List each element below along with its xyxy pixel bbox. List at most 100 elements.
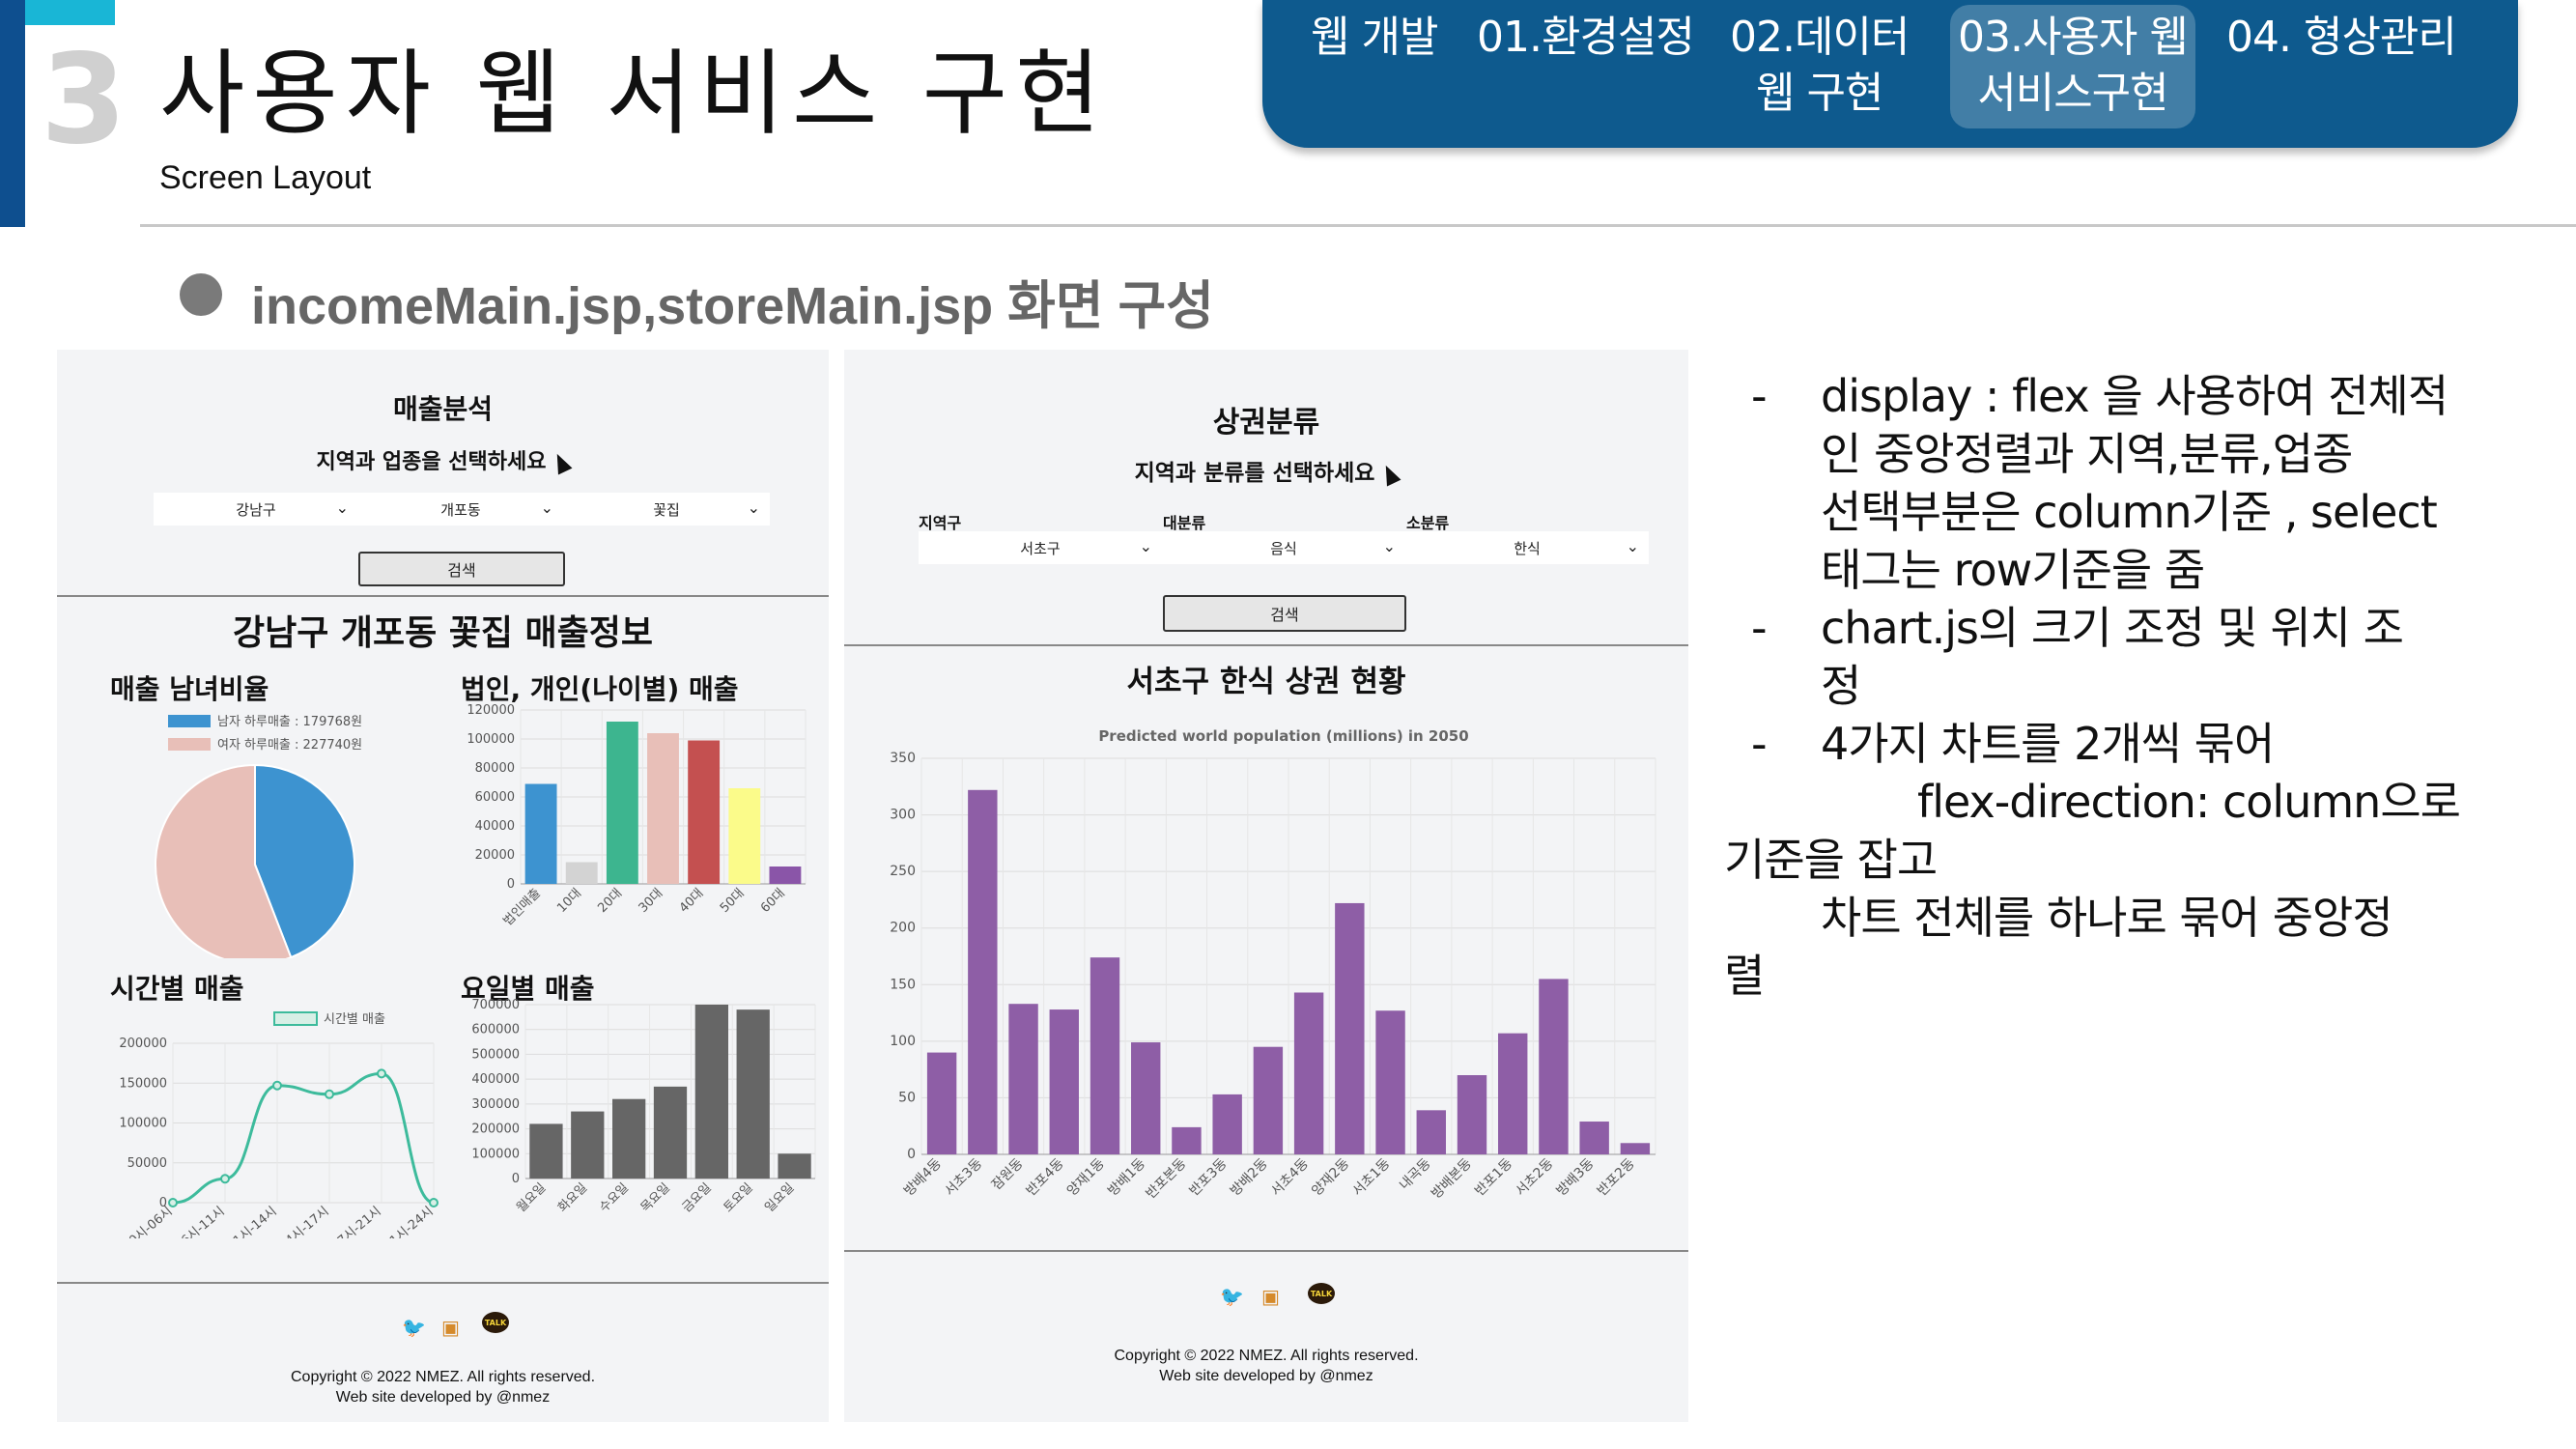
bar — [606, 722, 638, 884]
y-tick-label: 250 — [890, 864, 916, 879]
y-tick-label: 100000 — [471, 1147, 520, 1161]
desc-line: flex-direction: column으로 — [1917, 776, 2461, 828]
legend-swatch — [273, 1011, 318, 1026]
divider — [844, 644, 1688, 646]
y-tick-label: 0 — [512, 1172, 520, 1186]
x-tick-label: 17시-21시 — [329, 1205, 384, 1238]
divider — [57, 1282, 829, 1284]
y-tick-label: 350 — [890, 751, 916, 766]
nav-item-label: 웹 개발 — [1311, 13, 1438, 62]
bar — [926, 1052, 957, 1154]
y-tick-label: 300000 — [471, 1097, 520, 1112]
y-tick-label: 50000 — [127, 1156, 167, 1171]
nav-item-data-web[interactable]: 02.데이터 웹 구현 — [1730, 10, 1910, 122]
desc-dash: - — [1751, 718, 1768, 770]
region-select[interactable]: 서초구 ⌄ — [919, 531, 1162, 564]
bar — [1131, 1042, 1161, 1154]
legend-label: 여자 하루매출 : 227740원 — [217, 738, 362, 753]
y-tick-label: 200 — [890, 921, 916, 936]
desc-line: 정 — [1821, 660, 1861, 712]
business-select-value: 꽃집 — [653, 500, 680, 519]
chevron-down-icon: ⌄ — [1626, 537, 1639, 555]
major-category-select[interactable]: 음식 ⌄ — [1162, 531, 1405, 564]
x-tick-label: 50대 — [718, 886, 748, 916]
y-tick-label: 120000 — [467, 703, 515, 718]
kakaotalk-icon[interactable]: TALK — [482, 1312, 509, 1333]
x-tick-label: 잠원동 — [989, 1155, 1027, 1193]
filter-label-minor: 소분류 — [1406, 514, 1450, 532]
bar — [653, 1086, 688, 1179]
bar — [688, 740, 721, 884]
chart-title-weekday: 요일별 매출 — [461, 973, 595, 1005]
twitter-icon[interactable]: 🐦 — [1220, 1285, 1244, 1308]
left-accent-bar — [0, 0, 25, 227]
nav-item-version-control[interactable]: 04. 형상관리 — [2226, 10, 2457, 66]
business-select[interactable]: 꽃집 ⌄ — [563, 493, 770, 526]
y-tick-label: 150000 — [119, 1076, 167, 1091]
desc-line: 인 중앙정렬과 지역,분류,업종 — [1821, 428, 2353, 480]
search-button[interactable]: 검색 — [358, 552, 565, 586]
nav-item-user-web-active[interactable]: 03.사용자 웹 서비스구현 — [1950, 5, 2195, 128]
desc-line: 렬 — [1724, 950, 1765, 1002]
bar — [529, 1123, 563, 1179]
desc-line: 선택부분은 column기준 , select — [1821, 486, 2438, 538]
y-tick-label: 100000 — [119, 1117, 167, 1131]
series-line — [172, 1071, 435, 1205]
x-tick-label: 반포본동 — [1144, 1155, 1190, 1202]
store-prompt: 지역과 분류를 선택하세요 — [844, 454, 1688, 487]
x-tick-label: 서초4동 — [1268, 1155, 1312, 1199]
legend-swatch — [168, 715, 211, 727]
y-tick-label: 0 — [907, 1147, 916, 1162]
bar — [1253, 1046, 1284, 1154]
nav-item-env-setup[interactable]: 01.환경설정 — [1477, 10, 1695, 66]
data-point — [429, 1198, 439, 1208]
time-line-chart: 시간별 매출 0 50000 100000 150000 200000 00시-06시06시… — [119, 1011, 439, 1238]
slide-subtitle: Screen Layout — [159, 159, 372, 196]
desc-dash: - — [1751, 370, 1768, 422]
x-tick-label: 20대 — [595, 886, 625, 916]
kakaotalk-icon[interactable]: TALK — [1308, 1283, 1335, 1304]
bar — [778, 1153, 811, 1179]
footer-developer: Web site developed by @nmez — [335, 1389, 551, 1406]
minor-category-value: 한식 — [1514, 539, 1541, 557]
bullet-heading: incomeMain.jsp,storeMain.jsp 화면 구성 — [251, 277, 1214, 335]
income-screenshot: 매출분석 지역과 업종을 선택하세요 강남구 ⌄ 개포동 ⌄ 꽃집 ⌄ 검색 강남구 … — [57, 350, 829, 1422]
facebook-icon[interactable]: ▣ — [441, 1316, 460, 1339]
desc-line: 4가지 차트를 2개씩 묶어 — [1821, 718, 2275, 770]
region-select[interactable]: 강남구 ⌄ — [154, 493, 358, 526]
x-tick-label: 반포1동 — [1472, 1155, 1515, 1199]
search-button[interactable]: 검색 — [1163, 595, 1406, 632]
minor-category-select[interactable]: 한식 ⌄ — [1405, 531, 1649, 564]
store-bar-chart: Predicted world population (millions) in… — [890, 727, 1656, 1202]
store-screenshot: 상권분류 지역과 분류를 선택하세요 지역구 대분류 소분류 서초구 ⌄ 음식 ⌄ … — [844, 350, 1688, 1422]
pie-slice — [254, 763, 355, 958]
store-page-title: 상권분류 — [1212, 406, 1320, 440]
x-tick-label: 수요일 — [597, 1180, 632, 1215]
y-tick-label: 300 — [890, 808, 916, 823]
bar — [1375, 1010, 1405, 1154]
desc-line: chart.js의 크기 조정 및 위치 조 — [1821, 602, 2404, 654]
bar — [1457, 1075, 1487, 1154]
bar — [647, 733, 679, 884]
weekday-bar-chart: 0 100000 200000 300000 400000 500000 600000 700… — [471, 998, 816, 1215]
data-point — [168, 1198, 178, 1208]
bar — [612, 1098, 646, 1179]
y-tick-label: 150 — [890, 977, 916, 992]
chart-title-age: 법인, 개인(나이별) 매출 — [461, 673, 739, 705]
y-tick-label: 0 — [159, 1196, 167, 1210]
nav-item-label-2: 서비스구현 — [1977, 69, 2168, 118]
facebook-icon[interactable]: ▣ — [1261, 1285, 1280, 1308]
y-tick-label: 80000 — [475, 761, 515, 776]
y-tick-label: 700000 — [471, 998, 520, 1012]
x-tick-label: 방배1동 — [1105, 1155, 1148, 1199]
dong-select[interactable]: 개포동 ⌄ — [358, 493, 563, 526]
nav-item-web-dev[interactable]: 웹 개발 — [1311, 10, 1438, 66]
twitter-icon[interactable]: 🐦 — [402, 1316, 426, 1339]
nav-item-label: 01.환경설정 — [1477, 13, 1695, 62]
x-tick-label: 14시-17시 — [277, 1205, 332, 1238]
footer-copyright: Copyright © 2022 NMEZ. All rights reserv… — [1114, 1348, 1419, 1364]
bar — [694, 1005, 728, 1179]
y-tick-label: 0 — [507, 877, 515, 892]
y-tick-label: 500000 — [471, 1047, 520, 1062]
